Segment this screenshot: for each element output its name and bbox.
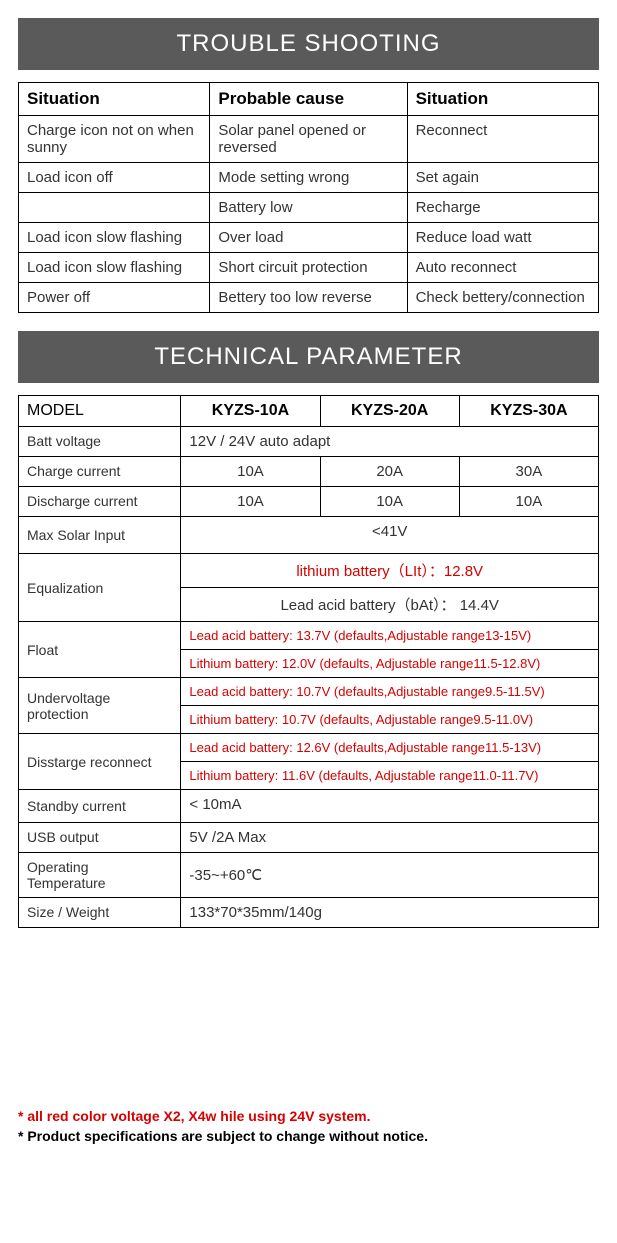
table-row: Charge icon not on when sunny Solar pane… xyxy=(19,116,599,163)
standby-row: Standby current < 10mA xyxy=(19,790,599,823)
footnotes: * all red color voltage X2, X4w hile usi… xyxy=(18,1108,599,1144)
model-row: MODEL KYZS-10A KYZS-20A KYZS-30A xyxy=(19,396,599,427)
cell-value: Lithium battery: 11.6V (defaults, Adjust… xyxy=(181,762,599,790)
cell: Load icon off xyxy=(19,163,210,193)
cell-label: Float xyxy=(19,622,181,678)
cell: Load icon slow flashing xyxy=(19,223,210,253)
model-name: KYZS-10A xyxy=(181,396,320,427)
col-header: Probable cause xyxy=(210,83,407,116)
cell-label: Batt voltage xyxy=(19,427,181,457)
dr-row-1: Disstarge reconnect Lead acid battery: 1… xyxy=(19,734,599,762)
float-row-1: Float Lead acid battery: 13.7V (defaults… xyxy=(19,622,599,650)
table-row: Load icon slow flashing Over load Reduce… xyxy=(19,223,599,253)
table-header-row: Situation Probable cause Situation xyxy=(19,83,599,116)
cell-label: Operating Temperature xyxy=(19,853,181,898)
discharge-current-row: Discharge current 10A 10A 10A xyxy=(19,487,599,517)
cell: Over load xyxy=(210,223,407,253)
footnote-1-text: all red color voltage X2, X4w hile using… xyxy=(27,1108,370,1124)
uv-row-1: Undervoltage protection Lead acid batter… xyxy=(19,678,599,706)
usb-row: USB output 5V /2A Max xyxy=(19,823,599,853)
cell-value: <41V xyxy=(181,517,599,554)
cell: Reconnect xyxy=(407,116,598,163)
batt-voltage-row: Batt voltage 12V / 24V auto adapt xyxy=(19,427,599,457)
cell: Reduce load watt xyxy=(407,223,598,253)
footnote-1: * all red color voltage X2, X4w hile usi… xyxy=(18,1108,599,1124)
table-row: Power off Bettery too low reverse Check … xyxy=(19,283,599,313)
cell: Auto reconnect xyxy=(407,253,598,283)
cell: Charge icon not on when sunny xyxy=(19,116,210,163)
model-name: KYZS-20A xyxy=(320,396,459,427)
cell-label: Undervoltage protection xyxy=(19,678,181,734)
equalization-row-1: Equalization lithium battery（LIt）：12.8V xyxy=(19,554,599,588)
cell-label: USB output xyxy=(19,823,181,853)
table-row: Load icon slow flashing Short circuit pr… xyxy=(19,253,599,283)
cell-value: Lead acid battery（bAt）： 14.4V xyxy=(181,588,599,622)
table-row: Battery low Recharge xyxy=(19,193,599,223)
model-label: MODEL xyxy=(19,396,181,427)
cell-value: lithium battery（LIt）：12.8V xyxy=(181,554,599,588)
temp-row: Operating Temperature -35~+60℃ xyxy=(19,853,599,898)
cell: Short circuit protection xyxy=(210,253,407,283)
cell-value: 10A xyxy=(459,487,598,517)
cell-value: < 10mA xyxy=(181,790,599,823)
cell-label: Discharge current xyxy=(19,487,181,517)
cell: Load icon slow flashing xyxy=(19,253,210,283)
table-row: Load icon off Mode setting wrong Set aga… xyxy=(19,163,599,193)
asterisk-icon: * xyxy=(18,1108,27,1124)
cell: Check bettery/connection xyxy=(407,283,598,313)
temp-label-line1: Operating xyxy=(27,859,88,875)
cell: Mode setting wrong xyxy=(210,163,407,193)
cell-value: Lithium battery: 10.7V (defaults, Adjust… xyxy=(181,706,599,734)
cell-label: Charge current xyxy=(19,457,181,487)
cell-value: 133*70*35mm/140g xyxy=(181,898,599,928)
cell xyxy=(19,193,210,223)
cell-value: Lead acid battery: 13.7V (defaults,Adjus… xyxy=(181,622,599,650)
cell-value: Lead acid battery: 12.6V (defaults,Adjus… xyxy=(181,734,599,762)
cell-label: Equalization xyxy=(19,554,181,622)
cell-value: 5V /2A Max xyxy=(181,823,599,853)
cell: Set again xyxy=(407,163,598,193)
technical-parameter-header: TECHNICAL PARAMETER xyxy=(18,331,599,383)
col-header: Situation xyxy=(19,83,210,116)
charge-current-row: Charge current 10A 20A 30A xyxy=(19,457,599,487)
cell-value: 12V / 24V auto adapt xyxy=(181,427,599,457)
cell-label: Max Solar Input xyxy=(19,517,181,554)
max-solar-row: Max Solar Input <41V xyxy=(19,517,599,554)
size-row: Size / Weight 133*70*35mm/140g xyxy=(19,898,599,928)
col-header: Situation xyxy=(407,83,598,116)
cell: Solar panel opened or reversed xyxy=(210,116,407,163)
cell-value: 10A xyxy=(320,487,459,517)
footnote-2: * Product specifications are subject to … xyxy=(18,1128,599,1144)
cell-value: -35~+60℃ xyxy=(181,853,599,898)
cell-value: Lead acid battery: 10.7V (defaults,Adjus… xyxy=(181,678,599,706)
cell: Battery low xyxy=(210,193,407,223)
cell-value: Lithium battery: 12.0V (defaults, Adjust… xyxy=(181,650,599,678)
footnote-2-text: Product specifications are subject to ch… xyxy=(27,1128,428,1144)
cell-label: Disstarge reconnect xyxy=(19,734,181,790)
cell: Power off xyxy=(19,283,210,313)
cell: Bettery too low reverse xyxy=(210,283,407,313)
cell-value: 20A xyxy=(320,457,459,487)
tech-table: MODEL KYZS-10A KYZS-20A KYZS-30A Batt vo… xyxy=(18,395,599,928)
cell-value: 10A xyxy=(181,457,320,487)
cell-label: Standby current xyxy=(19,790,181,823)
cell: Recharge xyxy=(407,193,598,223)
model-name: KYZS-30A xyxy=(459,396,598,427)
cell-value: 30A xyxy=(459,457,598,487)
trouble-table: Situation Probable cause Situation Charg… xyxy=(18,82,599,313)
temp-label-line2: Temperature xyxy=(27,875,106,891)
trouble-shooting-header: TROUBLE SHOOTING xyxy=(18,18,599,70)
cell-label: Size / Weight xyxy=(19,898,181,928)
asterisk-icon: * xyxy=(18,1128,27,1144)
cell-value: 10A xyxy=(181,487,320,517)
